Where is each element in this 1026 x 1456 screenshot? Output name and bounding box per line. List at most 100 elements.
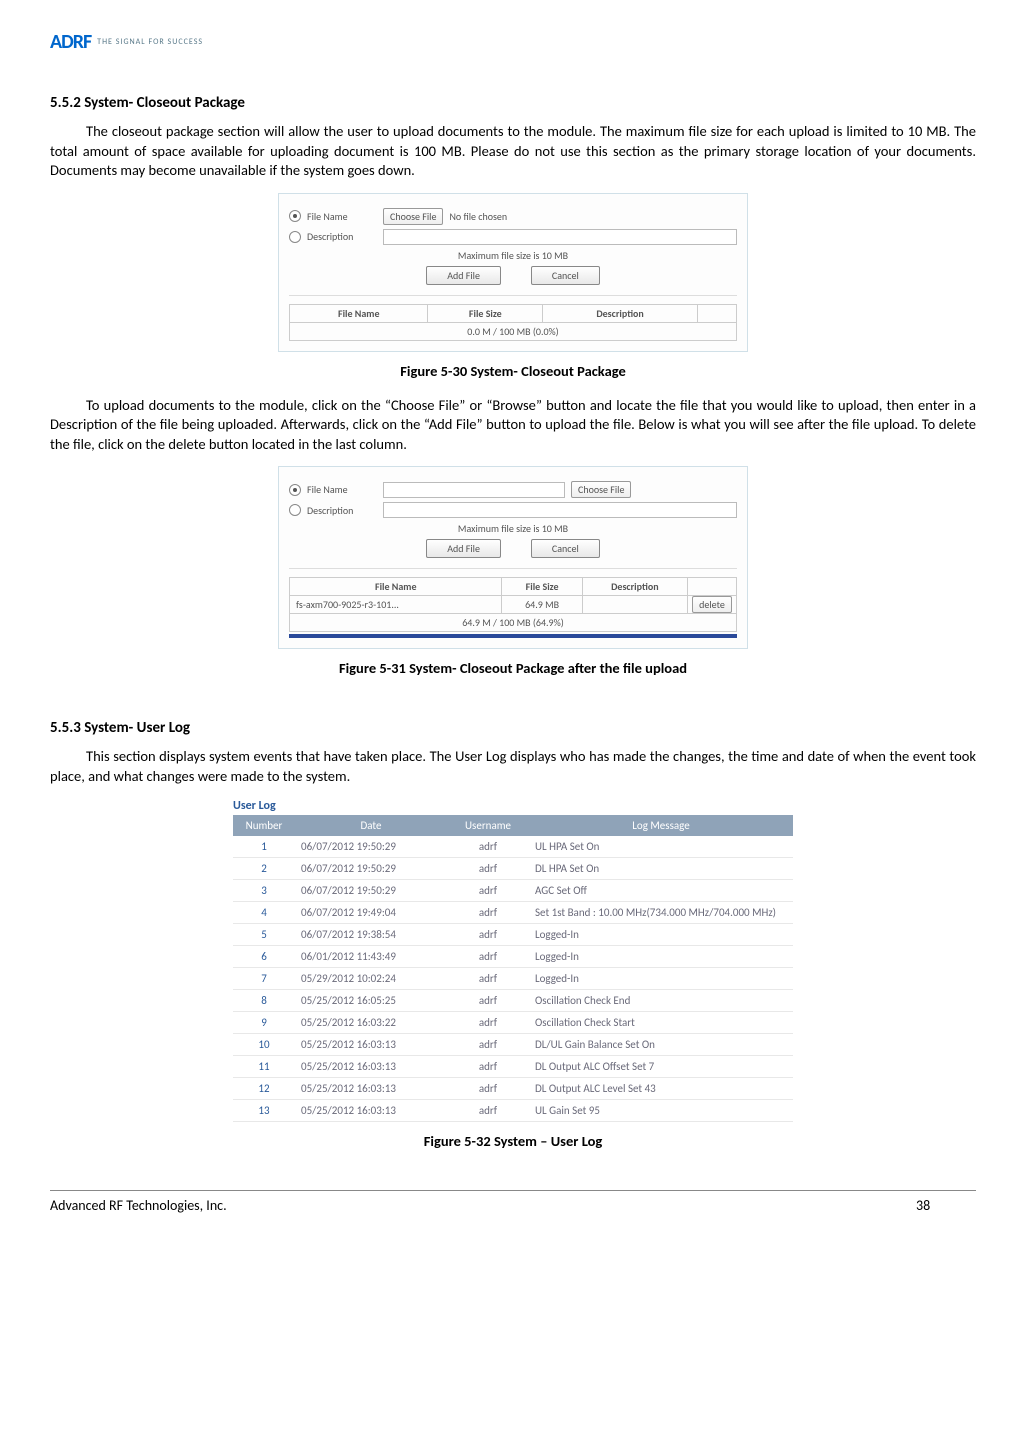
col-action	[698, 304, 737, 322]
cell-delete: delete	[688, 596, 737, 614]
cell-date: 06/07/2012 19:50:29	[295, 836, 447, 858]
cell-number: 5	[233, 923, 295, 945]
filename-label: File Name	[307, 210, 377, 223]
cell-filesize: 64.9 MB	[502, 596, 582, 614]
figure-5-30: File Name Choose File No file chosen Des…	[278, 193, 748, 352]
cell-number: 10	[233, 1033, 295, 1055]
description-input-2[interactable]	[383, 502, 737, 518]
file-table-uploaded: File Name File Size Description fs-axm70…	[289, 577, 737, 632]
cell-date: 06/07/2012 19:49:04	[295, 901, 447, 923]
cell-number: 13	[233, 1099, 295, 1121]
userlog-col-message: Log Message	[529, 815, 793, 836]
col-filesize: File Size	[428, 304, 543, 322]
cancel-button[interactable]: Cancel	[531, 266, 600, 285]
table-row: 705/29/2012 10:02:24adrfLogged-In	[233, 967, 793, 989]
cell-date: 06/07/2012 19:50:29	[295, 857, 447, 879]
cell-username: adrf	[447, 901, 529, 923]
filename-label-2: File Name	[307, 483, 377, 496]
table-row: 905/25/2012 16:03:22adrfOscillation Chec…	[233, 1011, 793, 1033]
cell-message: UL Gain Set 95	[529, 1099, 793, 1121]
table-row: 805/25/2012 16:05:25adrfOscillation Chec…	[233, 989, 793, 1011]
filename-input-2[interactable]	[383, 482, 565, 498]
cell-date: 06/07/2012 19:38:54	[295, 923, 447, 945]
cell-date: 06/07/2012 19:50:29	[295, 879, 447, 901]
cell-username: adrf	[447, 836, 529, 858]
storage-footer: 0.0 M / 100 MB (0.0%)	[290, 322, 737, 340]
cell-message: Oscillation Check Start	[529, 1011, 793, 1033]
userlog-col-username: Username	[447, 815, 529, 836]
userlog-para1: This section displays system events that…	[50, 747, 976, 786]
cell-message: Set 1st Band : 10.00 MHz(734.000 MHz/704…	[529, 901, 793, 923]
logo-brand: ADRF	[50, 30, 91, 54]
cell-message: Oscillation Check End	[529, 989, 793, 1011]
cell-message: DL HPA Set On	[529, 857, 793, 879]
cell-filename: fs-axm700-9025-r3-101...	[290, 596, 502, 614]
delete-button[interactable]: delete	[692, 596, 732, 613]
cell-message: UL HPA Set On	[529, 836, 793, 858]
radio-filename[interactable]	[289, 210, 301, 222]
max-filesize-note-2: Maximum file size is 10 MB	[289, 522, 737, 535]
figure-5-32-caption: Figure 5-32 System – User Log	[50, 1132, 976, 1150]
closeout-para2: To upload documents to the module, click…	[50, 396, 976, 455]
cell-username: adrf	[447, 1055, 529, 1077]
col-filename: File Name	[290, 304, 428, 322]
cell-username: adrf	[447, 1033, 529, 1055]
cell-username: adrf	[447, 967, 529, 989]
storage-footer-2: 64.9 M / 100 MB (64.9%)	[290, 614, 737, 632]
cell-number: 9	[233, 1011, 295, 1033]
cell-number: 12	[233, 1077, 295, 1099]
cell-message: Logged-In	[529, 923, 793, 945]
table-row: 506/07/2012 19:38:54adrfLogged-In	[233, 923, 793, 945]
section-heading-closeout: 5.5.2 System- Closeout Package	[50, 94, 976, 112]
description-input[interactable]	[383, 229, 737, 245]
choose-file-button[interactable]: Choose File	[383, 208, 443, 225]
description-label: Description	[307, 230, 377, 243]
table-row: 206/07/2012 19:50:29adrfDL HPA Set On	[233, 857, 793, 879]
col-filename-2: File Name	[290, 578, 502, 596]
cell-date: 05/25/2012 16:03:13	[295, 1033, 447, 1055]
cell-message: DL Output ALC Level Set 43	[529, 1077, 793, 1099]
table-row: 1005/25/2012 16:03:13adrfDL/UL Gain Bala…	[233, 1033, 793, 1055]
userlog-title: User Log	[233, 799, 793, 813]
col-description: Description	[543, 304, 698, 322]
table-row: fs-axm700-9025-r3-101... 64.9 MB delete	[290, 596, 737, 614]
cell-message: Logged-In	[529, 967, 793, 989]
cell-username: adrf	[447, 1011, 529, 1033]
add-file-button[interactable]: Add File	[426, 266, 501, 285]
cell-description	[582, 596, 687, 614]
cell-username: adrf	[447, 857, 529, 879]
userlog-col-date: Date	[295, 815, 447, 836]
userlog-table: Number Date Username Log Message 106/07/…	[233, 815, 793, 1122]
cell-number: 3	[233, 879, 295, 901]
cell-message: AGC Set Off	[529, 879, 793, 901]
description-label-2: Description	[307, 504, 377, 517]
figure-5-30-caption: Figure 5-30 System- Closeout Package	[50, 362, 976, 380]
logo: ADRF THE SIGNAL FOR SUCCESS	[50, 30, 976, 54]
col-filesize-2: File Size	[502, 578, 582, 596]
file-table-empty: File Name File Size Description 0.0 M / …	[289, 304, 737, 341]
table-row: 606/01/2012 11:43:49adrfLogged-In	[233, 945, 793, 967]
table-row: 1205/25/2012 16:03:13adrfDL Output ALC L…	[233, 1077, 793, 1099]
page-footer: Advanced RF Technologies, Inc. 38	[50, 1190, 976, 1214]
figure-5-32: User Log Number Date Username Log Messag…	[233, 799, 793, 1122]
cell-message: Logged-In	[529, 945, 793, 967]
cell-date: 05/25/2012 16:03:22	[295, 1011, 447, 1033]
cell-date: 05/25/2012 16:03:13	[295, 1055, 447, 1077]
cell-username: adrf	[447, 1099, 529, 1121]
col-description-2: Description	[582, 578, 687, 596]
cancel-button-2[interactable]: Cancel	[531, 539, 600, 558]
cell-username: adrf	[447, 923, 529, 945]
cell-username: adrf	[447, 989, 529, 1011]
radio-description[interactable]	[289, 231, 301, 243]
radio-filename-2[interactable]	[289, 484, 301, 496]
cell-date: 06/01/2012 11:43:49	[295, 945, 447, 967]
logo-tagline: THE SIGNAL FOR SUCCESS	[97, 37, 203, 47]
choose-file-button-2[interactable]: Choose File	[571, 481, 631, 498]
footer-page-number: 38	[916, 1197, 976, 1214]
radio-description-2[interactable]	[289, 504, 301, 516]
add-file-button-2[interactable]: Add File	[426, 539, 501, 558]
max-filesize-note: Maximum file size is 10 MB	[289, 249, 737, 262]
section-heading-userlog: 5.5.3 System- User Log	[50, 719, 976, 737]
table-row: 1105/25/2012 16:03:13adrfDL Output ALC O…	[233, 1055, 793, 1077]
cell-number: 1	[233, 836, 295, 858]
